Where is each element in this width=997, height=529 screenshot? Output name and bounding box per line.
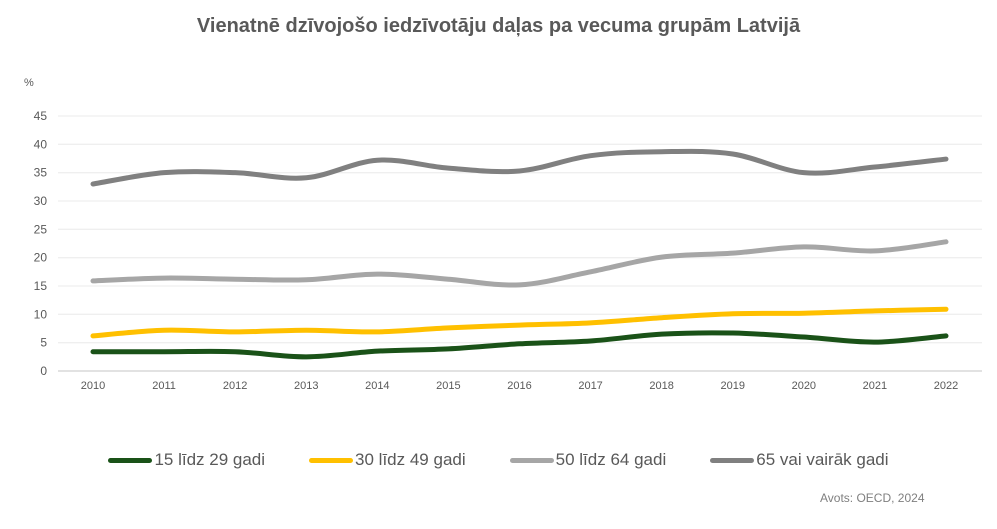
y-axis-ticks: 0 5 10 15 20 25 30 35 40 45 <box>34 109 48 378</box>
x-tick-label: 2021 <box>863 380 887 392</box>
y-tick-label: 45 <box>34 109 48 123</box>
legend-swatch-30-49 <box>309 457 354 463</box>
series-line-30-49 <box>90 306 949 339</box>
x-axis-ticks: 2010 2011 2012 2013 2014 2015 2016 2017 2018 2019… <box>81 380 958 392</box>
legend-label: 65 vai vairāk gadi <box>756 450 889 469</box>
legend-swatch-65-plus <box>710 457 755 463</box>
x-tick-label: 2016 <box>507 380 531 392</box>
series-line-50-64 <box>90 239 949 288</box>
legend-label: 50 līdz 64 gadi <box>555 450 667 469</box>
x-tick-label: 2017 <box>578 380 602 392</box>
legend-item: 65 vai vairāk gadi <box>710 450 889 470</box>
y-tick-label: 35 <box>34 166 48 180</box>
x-tick-label: 2015 <box>436 380 460 392</box>
legend-label: 30 līdz 49 gadi <box>355 450 466 469</box>
x-tick-label: 2011 <box>152 380 176 392</box>
y-tick-label: 10 <box>34 307 48 321</box>
y-axis-unit-label: % <box>24 77 34 89</box>
series-lines <box>90 148 949 360</box>
y-tick-label: 30 <box>34 194 48 208</box>
y-tick-label: 20 <box>34 251 48 265</box>
y-tick-label: 15 <box>34 279 48 293</box>
y-tick-label: 5 <box>40 336 47 350</box>
x-tick-label: 2022 <box>934 380 958 392</box>
legend-swatch-50-64 <box>509 457 554 463</box>
series-line-65-plus <box>90 148 949 187</box>
x-tick-label: 2012 <box>223 380 247 392</box>
x-tick-label: 2019 <box>721 380 745 392</box>
series-line-15-29 <box>90 330 949 360</box>
x-tick-label: 2010 <box>81 380 105 392</box>
legend: 15 līdz 29 gadi 30 līdz 49 gadi 50 līdz … <box>0 450 997 470</box>
legend-item: 30 līdz 49 gadi <box>309 450 466 470</box>
chart-title: Vienatnē dzīvojošo iedzīvotāju daļas pa … <box>196 15 801 37</box>
y-tick-label: 40 <box>34 137 48 151</box>
y-tick-label: 25 <box>34 222 48 236</box>
x-tick-label: 2018 <box>649 380 673 392</box>
source-note: Avots: OECD, 2024 <box>820 491 925 505</box>
legend-item: 50 līdz 64 gadi <box>509 450 667 470</box>
y-tick-label: 0 <box>40 364 47 378</box>
x-tick-label: 2020 <box>792 380 816 392</box>
x-tick-label: 2013 <box>294 380 318 392</box>
legend-item: 15 līdz 29 gadi <box>108 450 265 470</box>
legend-swatch-15-29 <box>108 457 153 463</box>
x-tick-label: 2014 <box>365 380 389 392</box>
legend-label: 15 līdz 29 gadi <box>154 450 266 469</box>
